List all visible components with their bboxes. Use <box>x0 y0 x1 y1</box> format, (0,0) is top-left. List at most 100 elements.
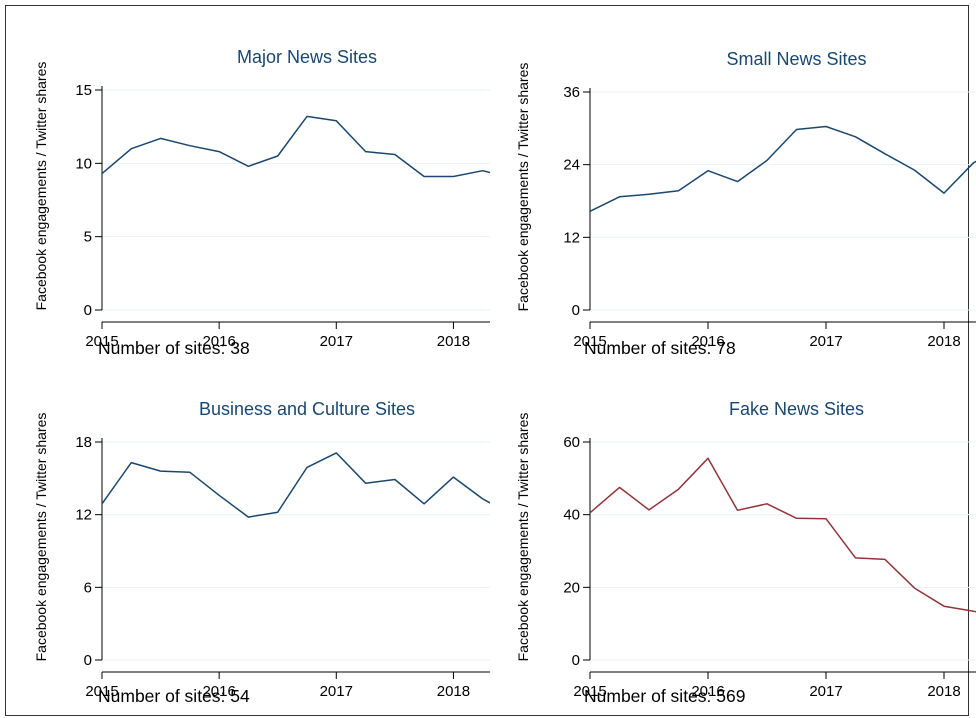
x-tick-label: 2015 <box>85 333 118 350</box>
data-point <box>218 494 220 496</box>
y-axis-label: Facebook engagements / Twitter shares <box>33 413 49 662</box>
series-line <box>101 115 513 179</box>
x-tick-label: 2016 <box>691 333 724 350</box>
data-point <box>766 159 768 161</box>
data-point <box>707 170 709 172</box>
data-point <box>130 148 132 150</box>
data-point <box>247 516 249 518</box>
series-line <box>589 457 976 613</box>
data-point <box>648 509 650 511</box>
x-tick-label: 2015 <box>85 683 118 700</box>
site-count-note: Number of sites: 38 <box>98 338 250 358</box>
data-point <box>423 503 425 505</box>
line-chart-svg: Major News Sites Facebook engagements / T… <box>33 47 513 350</box>
data-point <box>648 193 650 195</box>
x-tick-label: 2016 <box>202 683 235 700</box>
data-point <box>277 155 279 157</box>
x-tick-label: 2017 <box>809 333 842 350</box>
line-chart-svg: Small News Sites Facebook engagements / T… <box>515 49 976 350</box>
x-tick-label: 2017 <box>320 333 353 350</box>
data-point <box>394 479 396 481</box>
data-point <box>365 482 367 484</box>
y-tick-label: 20 <box>563 579 580 596</box>
y-tick-label: 0 <box>572 302 580 319</box>
data-point <box>335 452 337 454</box>
data-point <box>619 486 621 488</box>
y-tick-label: 15 <box>75 82 92 99</box>
data-point <box>277 511 279 513</box>
data-point <box>482 498 484 500</box>
series-line <box>589 125 976 212</box>
data-point <box>914 169 916 171</box>
chart-panel-4: Fake News Sites Facebook engagements / Tw… <box>486 380 976 707</box>
data-point <box>218 151 220 153</box>
data-point <box>306 466 308 468</box>
y-tick-label: 6 <box>84 579 92 596</box>
x-tick-label: 2018 <box>927 683 960 700</box>
data-point <box>394 154 396 156</box>
data-point <box>855 557 857 559</box>
data-point <box>189 471 191 473</box>
data-point <box>589 210 591 212</box>
x-tick-label: 2016 <box>202 333 235 350</box>
data-point <box>973 610 975 612</box>
data-point <box>855 136 857 138</box>
data-point <box>707 457 709 459</box>
data-point <box>189 145 191 147</box>
y-tick-label: 10 <box>75 155 92 172</box>
site-count-note: Number of sites: 569 <box>584 686 746 706</box>
data-point <box>825 126 827 128</box>
data-point <box>101 173 103 175</box>
y-axis-label: Facebook engagements / Twitter shares <box>33 62 49 311</box>
data-point <box>737 181 739 183</box>
y-tick-label: 40 <box>563 507 580 524</box>
data-point <box>796 129 798 131</box>
data-point <box>247 165 249 167</box>
x-tick-label: 2018 <box>927 333 960 350</box>
y-tick-label: 18 <box>75 434 92 451</box>
chart-panel-2: Small News Sites Facebook engagements / T… <box>486 30 976 357</box>
data-point <box>306 115 308 117</box>
y-tick-label: 0 <box>572 652 580 669</box>
y-tick-label: 5 <box>84 229 92 246</box>
data-point <box>825 518 827 520</box>
data-point <box>678 488 680 490</box>
chart-title: Business and Culture Sites <box>199 399 415 419</box>
data-point <box>619 196 621 198</box>
site-count-note: Number of sites: 78 <box>584 338 736 358</box>
y-axis-label: Facebook engagements / Twitter shares <box>515 63 531 312</box>
series-line <box>101 452 513 518</box>
y-tick-label: 0 <box>84 302 92 319</box>
data-point <box>973 162 975 164</box>
data-point <box>589 512 591 514</box>
data-point <box>101 503 103 505</box>
chart-title: Major News Sites <box>237 47 377 67</box>
y-tick-label: 12 <box>75 507 92 524</box>
data-point <box>423 176 425 178</box>
chart-title: Fake News Sites <box>729 399 864 419</box>
y-tick-label: 36 <box>563 84 580 101</box>
site-count-note: Number of sites: 54 <box>98 686 250 706</box>
data-point <box>884 558 886 560</box>
chart-title: Small News Sites <box>726 49 866 69</box>
y-tick-label: 12 <box>563 229 580 246</box>
data-point <box>452 176 454 178</box>
x-tick-label: 2017 <box>809 683 842 700</box>
data-point <box>943 192 945 194</box>
y-tick-label: 0 <box>84 652 92 669</box>
y-tick-label: 60 <box>563 434 580 451</box>
x-tick-label: 2018 <box>437 333 470 350</box>
data-point <box>796 517 798 519</box>
data-point <box>160 137 162 139</box>
x-tick-label: 2018 <box>437 683 470 700</box>
data-point <box>884 153 886 155</box>
data-point <box>766 503 768 505</box>
y-tick-label: 24 <box>563 157 580 174</box>
data-point <box>678 190 680 192</box>
line-chart-svg: Business and Culture Sites Facebook engag… <box>33 399 513 700</box>
data-point <box>482 170 484 172</box>
x-tick-label: 2017 <box>320 683 353 700</box>
chart-panel-1: Major News Sites Facebook engagements / T… <box>0 30 513 357</box>
data-point <box>160 470 162 472</box>
